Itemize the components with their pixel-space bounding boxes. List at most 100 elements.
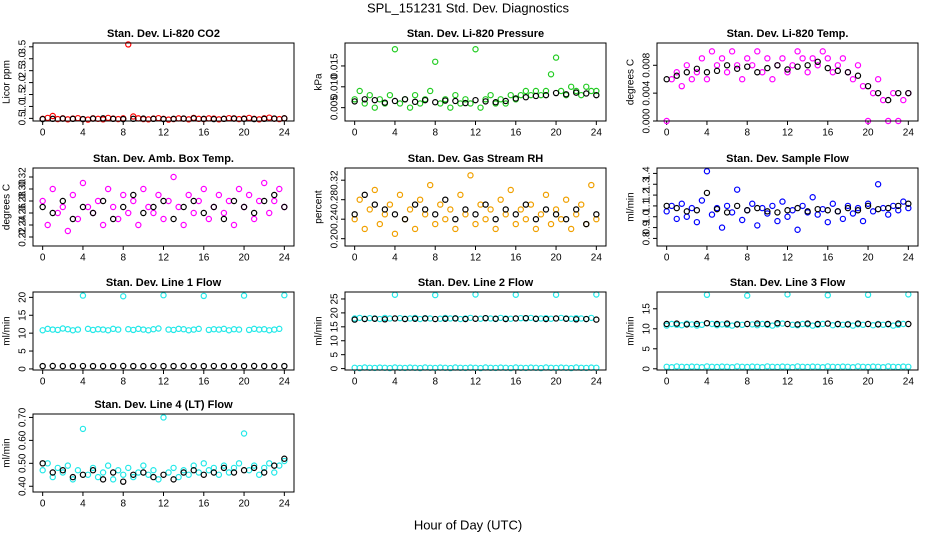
point: [401, 315, 409, 323]
x-tick-label: 16: [822, 128, 834, 139]
point: [130, 473, 137, 481]
point: [693, 320, 701, 328]
point: [895, 202, 902, 210]
point: [482, 201, 489, 208]
point: [482, 314, 489, 322]
point: [452, 215, 459, 223]
point: [69, 191, 77, 199]
point: [804, 208, 811, 215]
point: [900, 96, 907, 104]
point: [884, 204, 892, 212]
point: [542, 315, 550, 323]
point: [733, 62, 741, 69]
point: [718, 224, 726, 231]
point: [79, 292, 87, 299]
point: [391, 97, 399, 105]
point: [281, 292, 288, 299]
x-tick-label: 12: [158, 499, 170, 510]
point: [744, 207, 751, 214]
point: [799, 202, 806, 210]
point: [250, 115, 258, 123]
point: [874, 321, 882, 328]
y-tick-label: 15: [642, 303, 653, 315]
point: [512, 220, 519, 228]
y-tick-label: 3.5: [18, 39, 29, 53]
point: [79, 115, 87, 123]
point: [109, 469, 117, 476]
point: [512, 95, 519, 102]
point: [89, 362, 97, 370]
point: [260, 464, 268, 472]
point: [281, 457, 288, 465]
point: [386, 201, 394, 208]
point: [180, 469, 187, 476]
point: [240, 362, 248, 370]
y-tick-label: 0.32: [330, 170, 341, 190]
point: [764, 55, 771, 62]
x-tick-label: 4: [392, 128, 398, 139]
point: [79, 179, 87, 187]
point: [824, 292, 831, 299]
point: [517, 206, 525, 213]
point: [250, 362, 258, 370]
x-tick-label: 12: [470, 128, 482, 139]
point: [190, 462, 197, 469]
point: [794, 204, 801, 212]
point: [170, 464, 177, 472]
point: [104, 185, 112, 193]
point: [824, 55, 831, 62]
point: [376, 220, 384, 228]
point: [874, 205, 882, 213]
y-tick-label: 5: [642, 346, 653, 352]
point: [386, 91, 394, 99]
point: [160, 197, 167, 205]
point: [114, 467, 122, 474]
point: [844, 202, 852, 210]
point: [552, 315, 560, 322]
point: [482, 96, 489, 103]
point: [522, 87, 530, 95]
x-tick-label: 16: [510, 128, 522, 139]
plot-frame: [656, 167, 919, 247]
x-tick-label: 8: [432, 253, 438, 264]
point: [411, 91, 419, 99]
point: [220, 209, 228, 217]
panel-title: Stan. Dev. Line 3 Flow: [730, 277, 846, 289]
point: [713, 67, 721, 75]
point: [120, 471, 127, 478]
point: [49, 209, 56, 217]
point: [260, 469, 268, 476]
point: [130, 191, 137, 199]
x-tick-label: 4: [80, 253, 86, 264]
y-tick-label: 1.4: [642, 166, 653, 180]
point: [794, 226, 801, 233]
point: [200, 460, 207, 467]
point: [205, 467, 213, 474]
x-tick-label: 8: [744, 253, 750, 264]
point: [190, 362, 197, 370]
point: [49, 473, 56, 481]
point: [195, 325, 202, 333]
point: [854, 72, 862, 79]
point: [487, 206, 494, 213]
point: [170, 173, 177, 181]
x-tick-label: 8: [744, 128, 750, 139]
point: [215, 191, 223, 199]
point: [125, 41, 132, 48]
point: [487, 91, 494, 99]
point: [351, 211, 358, 218]
y-tick-label: 5: [330, 351, 341, 357]
point: [578, 201, 585, 208]
point: [351, 96, 358, 103]
y-tick-label: 0.8: [642, 231, 653, 245]
point: [245, 191, 253, 199]
point: [361, 225, 368, 233]
point: [160, 292, 167, 299]
y-tick-label: 15: [18, 309, 29, 321]
point: [542, 91, 550, 99]
x-tick-label: 8: [120, 253, 126, 264]
point: [583, 83, 590, 90]
point: [160, 414, 167, 421]
point: [240, 467, 248, 474]
point: [537, 211, 545, 218]
